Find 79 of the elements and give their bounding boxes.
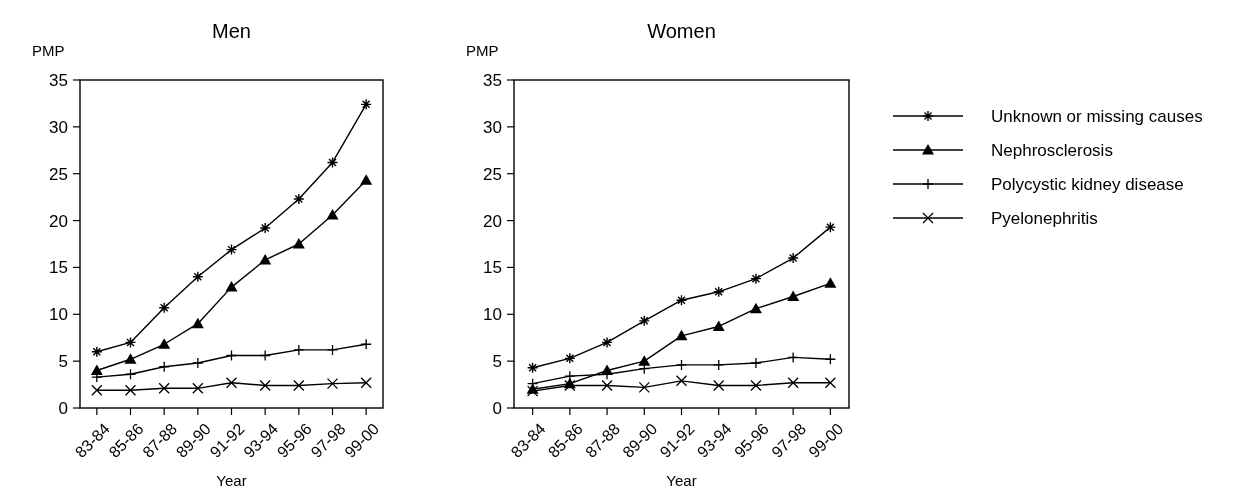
y-tick-label: 10 xyxy=(483,305,502,325)
point xyxy=(225,281,238,292)
point xyxy=(158,302,170,314)
point xyxy=(787,377,799,389)
y-tick-label: 20 xyxy=(49,211,68,231)
point xyxy=(787,252,799,264)
y-tick-label: 0 xyxy=(58,398,68,418)
point xyxy=(638,355,651,366)
point xyxy=(225,377,238,389)
point xyxy=(192,382,204,394)
point xyxy=(750,379,762,392)
legend-label: Pyelonephritis xyxy=(991,208,1098,228)
y-tick-label: 25 xyxy=(49,164,68,184)
point xyxy=(158,382,170,394)
point xyxy=(713,379,725,392)
point xyxy=(158,338,171,349)
y-tick-label: 5 xyxy=(492,352,502,372)
point xyxy=(675,329,688,341)
point xyxy=(326,344,339,356)
x-axis-title: Year xyxy=(666,472,697,489)
y-tick-label: 15 xyxy=(483,258,502,278)
point xyxy=(293,379,305,392)
x-axis-title: Year xyxy=(216,472,247,489)
y-tick-label: 5 xyxy=(58,352,68,372)
y-tick-label: 30 xyxy=(49,117,68,137)
y-tick-label: 35 xyxy=(483,70,502,90)
point xyxy=(675,359,688,371)
point xyxy=(292,238,305,249)
y-tick-label: 0 xyxy=(492,398,502,418)
point xyxy=(601,379,613,392)
point xyxy=(787,290,800,301)
chart-title: Women xyxy=(647,20,716,42)
point xyxy=(526,362,539,374)
point xyxy=(91,384,103,396)
point xyxy=(192,271,204,283)
point xyxy=(259,253,272,265)
point xyxy=(191,317,204,329)
point xyxy=(824,353,837,365)
point xyxy=(293,193,305,205)
point xyxy=(601,336,613,349)
point xyxy=(225,349,238,362)
point xyxy=(91,346,103,358)
point xyxy=(564,352,576,365)
point xyxy=(360,174,373,185)
point xyxy=(749,302,762,314)
legend-label: Unknown or missing causes xyxy=(991,106,1203,126)
chart-title: Men xyxy=(212,20,251,42)
point xyxy=(638,315,650,327)
point xyxy=(750,272,762,285)
point xyxy=(675,294,688,306)
y-axis-title: PMP xyxy=(466,42,499,59)
point xyxy=(824,377,837,389)
point xyxy=(638,381,650,394)
y-tick-label: 20 xyxy=(483,211,502,231)
y-tick-label: 30 xyxy=(483,117,502,137)
point xyxy=(326,156,339,169)
point xyxy=(124,353,137,364)
point xyxy=(259,379,271,392)
y-axis-title: PMP xyxy=(32,42,65,59)
legend-label: Nephrosclerosis xyxy=(991,140,1113,160)
y-tick-label: 10 xyxy=(49,305,68,325)
point xyxy=(675,375,688,387)
point xyxy=(360,98,372,111)
y-tick-label: 15 xyxy=(49,258,68,278)
y-tick-label: 35 xyxy=(49,70,68,90)
point xyxy=(824,221,837,233)
point xyxy=(824,277,837,288)
point xyxy=(360,377,372,389)
point xyxy=(225,243,238,256)
point xyxy=(90,364,103,376)
point xyxy=(326,208,339,220)
y-tick-label: 25 xyxy=(483,164,502,184)
point xyxy=(713,286,725,298)
point xyxy=(259,222,271,234)
point xyxy=(712,320,725,331)
point xyxy=(124,384,137,396)
point xyxy=(326,377,339,390)
legend-label: Polycystic kidney disease xyxy=(991,174,1184,194)
point xyxy=(124,336,137,349)
